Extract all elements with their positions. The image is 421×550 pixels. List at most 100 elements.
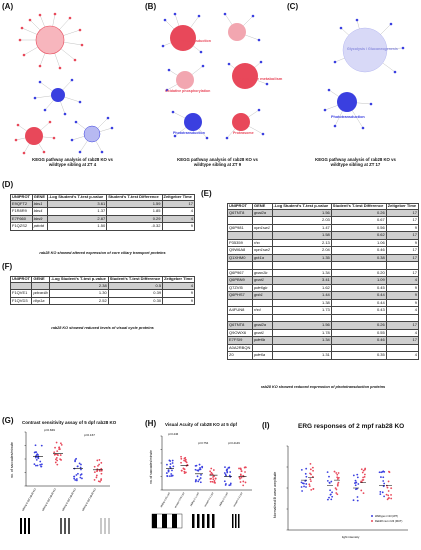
y-axis-label: Normalised B wave amplitude [273, 472, 277, 518]
data-point [59, 458, 62, 461]
data-point [98, 459, 101, 461]
caption-b-line1: KEGG pathway analysis of rab28 KO vs [177, 157, 258, 162]
table-d: UNIPROT GENE -Log Student's T-test p-val… [10, 194, 196, 231]
col-header: Student's T-test Difference [330, 203, 387, 210]
data-point [229, 484, 232, 486]
table-cell: 1.56 [271, 321, 332, 330]
data-point [329, 489, 331, 492]
table-cell [271, 261, 332, 270]
table-cell: E7FSI9 [227, 336, 253, 345]
data-point [199, 468, 202, 471]
y-axis-label: no. of saccades/minute [10, 442, 14, 478]
table-cell [330, 313, 387, 322]
data-point [329, 493, 332, 496]
chart-i: Normalised B wave amplitude light intensi… [273, 445, 408, 539]
data-point [100, 478, 103, 480]
data-point [362, 478, 365, 481]
stimulus-stripe [152, 514, 157, 528]
data-point [331, 495, 334, 498]
table-cell [227, 216, 253, 225]
table-cell: 4 [161, 207, 196, 216]
table-cell [251, 343, 273, 352]
panel-h-title: Visual Acuity of rab28 KO at 5 dpf [165, 422, 238, 427]
table-cell: 0.67 [330, 216, 387, 225]
table-cell [9, 281, 33, 290]
data-point [386, 498, 389, 501]
stimulus-stripe [238, 514, 240, 528]
network-diagram-c: Glycolysis / Gluconeogenesis Phototransd… [323, 18, 405, 130]
caption-c-line1: KEGG pathway analysis of rab28 KO vs [315, 157, 396, 162]
data-point [330, 480, 333, 483]
data-point [54, 458, 57, 461]
data-point [390, 494, 392, 496]
caption-a-line2: wildtype sibling at ZT 4 [48, 162, 97, 168]
data-point [226, 468, 229, 471]
table-cell [385, 313, 420, 322]
data-point [36, 464, 39, 467]
table-row: A0A2RBQN [227, 343, 420, 352]
x-tick-label: sibling 5 dpf rab28 KO [61, 488, 77, 512]
data-point [171, 459, 174, 462]
table-cell [227, 261, 253, 270]
stimulus-frame [151, 513, 183, 529]
stimulus-stripe [212, 514, 215, 528]
data-point [382, 485, 385, 488]
table-cell [227, 298, 253, 307]
table-row: 1.58 0.62 17 [227, 231, 420, 240]
table-cell: 0.39 [107, 289, 164, 298]
col-header: UNIPROT [9, 276, 33, 283]
data-point [212, 469, 215, 471]
data-point [35, 451, 38, 454]
table-cell: grk1a [251, 253, 273, 262]
table-cell: 0.26 [330, 208, 387, 217]
data-point [98, 463, 101, 466]
table-cell: 0.56 [330, 223, 387, 232]
data-point [40, 444, 43, 447]
data-point [180, 455, 182, 458]
data-point [305, 486, 307, 488]
data-point [194, 465, 197, 467]
data-point [172, 465, 175, 468]
col-header: -Log Student's T-test p-value [49, 276, 109, 283]
data-point [310, 488, 313, 491]
data-point [364, 468, 366, 471]
table-cell: 0.55 [330, 328, 387, 337]
data-point [238, 467, 240, 470]
x-axis-label: light intensity [342, 535, 360, 539]
panel-i-title: ERG responses of 2 mpf rab28 KO [298, 423, 405, 430]
table-cell: 4 [385, 276, 420, 285]
table-cell: F1QVD3 [9, 296, 33, 305]
data-point [240, 470, 243, 473]
data-point [53, 453, 56, 456]
table-cell: 1.59 [106, 199, 163, 208]
data-point [380, 476, 382, 478]
data-point [200, 474, 202, 476]
caption-d: rab28 KO showed altered expression of co… [39, 251, 166, 255]
table-cell [385, 261, 420, 270]
stimulus-stripe [68, 518, 70, 534]
data-point [305, 467, 308, 470]
table-row: Q6TNT8 gnai2a 1.56 0.26 17 [227, 208, 420, 217]
table-cell: gnat1 [251, 328, 273, 337]
data-point [199, 477, 202, 479]
data-point [301, 490, 304, 492]
data-point [73, 475, 75, 478]
network-b-label-1: Phototransduction [179, 39, 211, 43]
data-point [335, 472, 338, 474]
panel-label-a: (A) [2, 2, 14, 11]
data-point [305, 475, 308, 478]
data-point [54, 461, 57, 464]
p-value: p=0.4149 [228, 441, 240, 445]
table-row: Q6PBN9 gnat1 3.41 1.09 4 [227, 276, 420, 285]
data-point [225, 474, 227, 477]
table-cell: 17 [385, 231, 420, 240]
data-point [336, 483, 339, 486]
data-point [79, 474, 82, 476]
panel-label-f: (F) [2, 262, 13, 271]
data-point [185, 471, 187, 474]
table-cell: 4 [162, 281, 195, 290]
data-point [354, 479, 357, 482]
x-tick-label: sibling 5 dpf rab28 KO [41, 488, 57, 512]
x-tick-label: mutant 0.2 cycl [233, 492, 244, 508]
table-cell: 1.06 [330, 238, 387, 247]
